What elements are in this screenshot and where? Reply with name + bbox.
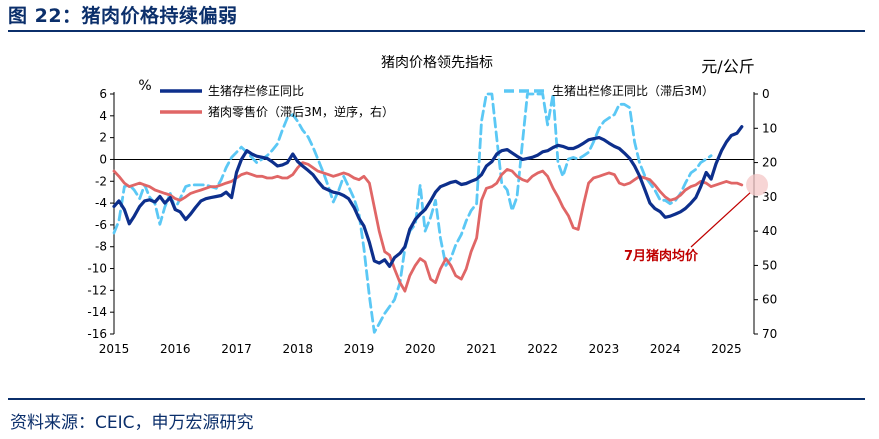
annotation-group: 7月猪肉均价 — [624, 173, 769, 264]
annotation-label: 7月猪肉均价 — [624, 248, 699, 264]
series-line-slaughter — [112, 92, 713, 334]
left-tick-label: -12 — [87, 283, 107, 297]
left-tick-label: -4 — [95, 196, 107, 210]
footer-rule — [8, 398, 865, 400]
chart-title: 猪肉价格领先指标 — [381, 55, 493, 71]
axes: 6420-2-4-6-8-10-12-14-160102030405060702… — [87, 87, 777, 356]
series-lines — [112, 92, 744, 334]
left-tick-label: 6 — [99, 87, 107, 101]
right-tick-label: 50 — [762, 258, 777, 272]
source-note: 资料来源：CEIC，申万宏源研究 — [10, 413, 254, 433]
x-tick-label: 2022 — [527, 342, 558, 356]
left-tick-label: 0 — [99, 152, 107, 166]
x-tick-label: 2018 — [282, 342, 313, 356]
left-axis-unit: % — [138, 78, 151, 94]
legend-label-slaughter: 生猪出栏修正同比（滞后3M） — [552, 83, 714, 98]
x-tick-label: 2017 — [221, 342, 252, 356]
left-tick-label: -8 — [95, 240, 107, 254]
left-tick-label: -2 — [95, 174, 107, 188]
left-tick-label: 4 — [99, 109, 107, 123]
x-tick-label: 2020 — [405, 342, 436, 356]
annotation-highlight — [746, 173, 769, 196]
series-line-retail — [112, 161, 744, 293]
right-tick-label: 40 — [762, 224, 777, 238]
x-tick-label: 2023 — [589, 342, 620, 356]
x-tick-label: 2016 — [160, 342, 191, 356]
legend-label-retail: 猪肉零售价（滞后3M，逆序，右） — [208, 104, 394, 119]
x-tick-label: 2025 — [711, 342, 742, 356]
x-tick-label: 2021 — [466, 342, 497, 356]
figure-title: 图 22：猪肉价格持续偏弱 — [8, 5, 238, 27]
left-tick-label: -16 — [87, 327, 107, 341]
left-tick-label: -10 — [87, 262, 107, 276]
right-tick-label: 0 — [762, 87, 770, 101]
right-tick-label: 10 — [762, 121, 777, 135]
left-tick-label: -6 — [95, 218, 107, 232]
legend-label-stock: 生猪存栏修正同比 — [208, 83, 304, 98]
left-tick-label: 2 — [99, 131, 107, 145]
x-tick-label: 2024 — [650, 342, 681, 356]
x-tick-label: 2015 — [99, 342, 130, 356]
annotation-arrow — [690, 192, 751, 248]
right-tick-label: 30 — [762, 190, 777, 204]
right-tick-label: 70 — [762, 327, 777, 341]
series-line-stock — [112, 125, 744, 268]
title-rule — [8, 30, 865, 32]
x-tick-label: 2019 — [344, 342, 375, 356]
right-tick-label: 60 — [762, 293, 777, 307]
right-tick-label: 20 — [762, 156, 777, 170]
right-axis-unit: 元/公斤 — [701, 57, 754, 76]
legend: 生猪存栏修正同比 猪肉零售价（滞后3M，逆序，右） 生猪出栏修正同比（滞后3M） — [160, 83, 714, 119]
chart: 猪肉价格领先指标 % 元/公斤 6420-2-4-6-8-10-12-14-16… — [87, 55, 777, 356]
left-tick-label: -14 — [87, 305, 107, 319]
